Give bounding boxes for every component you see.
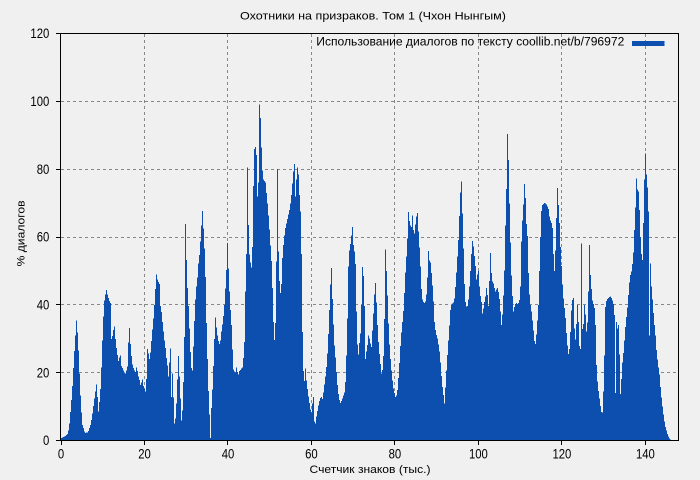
svg-text:100: 100 [30, 94, 49, 109]
svg-text:0: 0 [58, 447, 64, 462]
svg-text:Счетчик знаков (тыс.): Счетчик знаков (тыс.) [310, 464, 431, 476]
svg-text:40: 40 [222, 447, 235, 462]
svg-text:80: 80 [389, 447, 402, 462]
svg-text:% диалогов: % диалогов [16, 200, 28, 266]
svg-text:40: 40 [37, 298, 50, 313]
svg-text:0: 0 [43, 433, 49, 448]
svg-text:60: 60 [305, 447, 318, 462]
svg-text:80: 80 [37, 162, 50, 177]
svg-text:100: 100 [469, 447, 488, 462]
svg-text:120: 120 [30, 26, 49, 41]
svg-text:Использование диалогов по текс: Использование диалогов по тексту coollib… [316, 35, 624, 49]
svg-text:140: 140 [636, 447, 655, 462]
svg-text:60: 60 [37, 230, 50, 245]
svg-text:20: 20 [37, 365, 50, 380]
svg-text:Охотники на призраков. Том 1 (: Охотники на призраков. Том 1 (Чхон Нынгы… [240, 11, 506, 23]
svg-text:120: 120 [552, 447, 571, 462]
svg-text:20: 20 [138, 447, 151, 462]
